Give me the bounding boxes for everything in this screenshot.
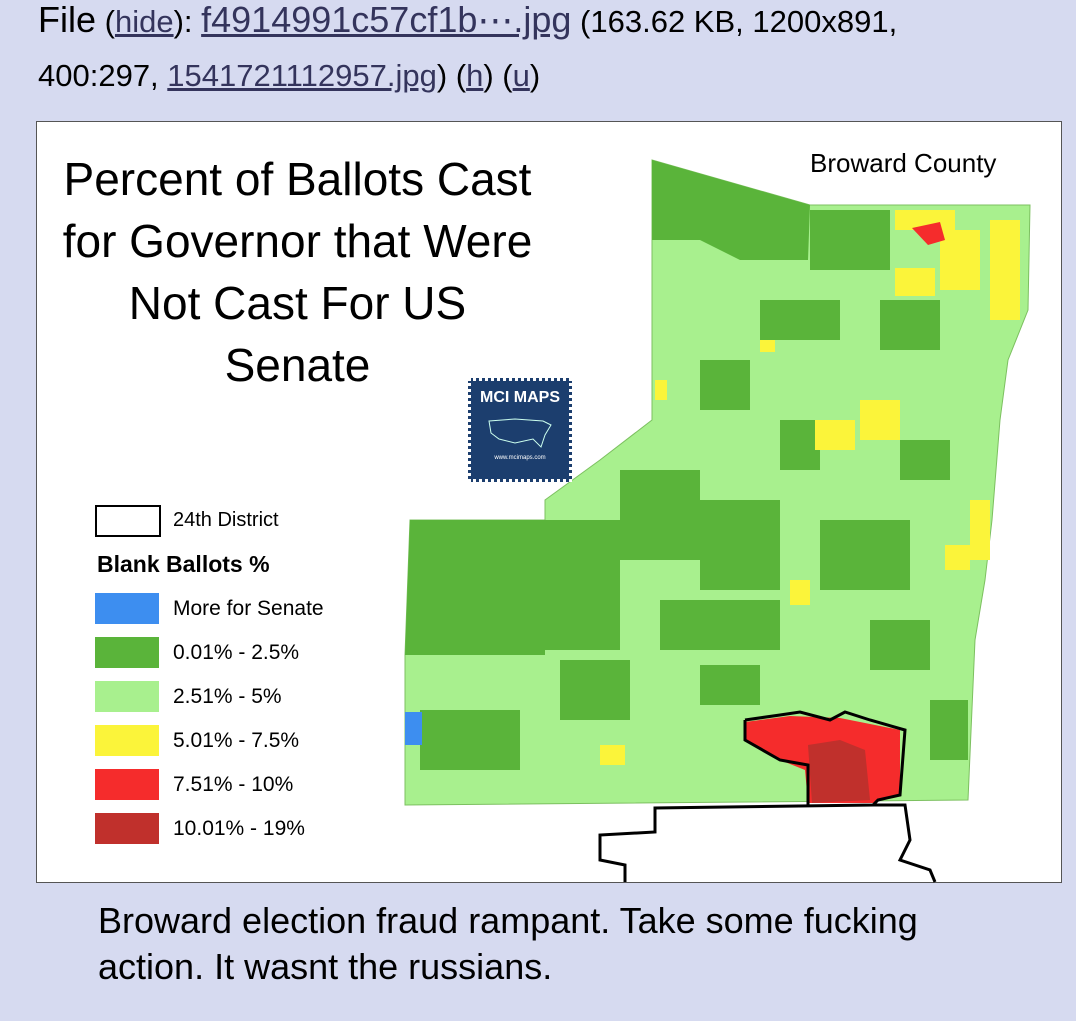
logo-text: MCI MAPS (480, 389, 560, 406)
legend-swatch (95, 681, 159, 712)
very-high-blank-area (808, 740, 870, 803)
legend-heading: Blank Ballots % (97, 551, 270, 577)
file-info-line-1: File (hide): f4914991c57cf1b⋯.jpg (163.6… (38, 0, 898, 40)
u-link[interactable]: u (512, 58, 530, 93)
district-24-outline (598, 710, 907, 882)
more-for-senate-precinct (405, 712, 422, 745)
file-label: File (38, 0, 97, 40)
legend-swatch (95, 813, 159, 844)
legend-label: 7.51% - 10% (173, 773, 294, 796)
mci-maps-logo: MCI MAPS www.mcimaps.com (468, 378, 572, 482)
district-24-outline-east (873, 803, 937, 883)
logo-url: www.mcimaps.com (494, 455, 546, 461)
hide-link[interactable]: hide (114, 4, 174, 39)
legend-label: 10.01% - 19% (173, 817, 305, 840)
legend-label: 5.01% - 7.5% (173, 729, 300, 752)
legend-swatch (95, 593, 159, 624)
legend-label: 0.01% - 2.5% (173, 641, 300, 664)
county-label: Broward County (810, 148, 997, 178)
district-swatch (95, 505, 161, 537)
red-precinct-north (912, 222, 945, 245)
district-24-outline-west (743, 720, 810, 805)
county-shape (404, 159, 1031, 806)
legend-label: 24th District (173, 509, 279, 531)
legend-swatch (95, 769, 159, 800)
original-filename-link[interactable]: 1541721112957.jpg (167, 58, 437, 93)
file-details: (163.62 KB, 1200x891, (580, 4, 898, 39)
legend-swatch (95, 637, 159, 668)
us-map-icon (488, 418, 552, 448)
low-blank-precincts (405, 160, 968, 770)
file-ratio: 400:297, (38, 58, 159, 93)
map-title: Percent of Ballots Cast for Governor tha… (62, 153, 533, 391)
post-comment: Broward election fraud rampant. Take som… (98, 900, 918, 987)
legend-label: More for Senate (173, 597, 324, 620)
legend-swatch (95, 725, 159, 756)
mid-blank-precincts (600, 210, 1020, 765)
legend-label: 2.51% - 5% (173, 685, 282, 708)
file-info-line-2: 400:297, 1541721112957.jpg) (h) (u) (38, 58, 541, 93)
h-link[interactable]: h (466, 58, 484, 93)
file-link[interactable]: f4914991c57cf1b⋯.jpg (201, 0, 572, 40)
